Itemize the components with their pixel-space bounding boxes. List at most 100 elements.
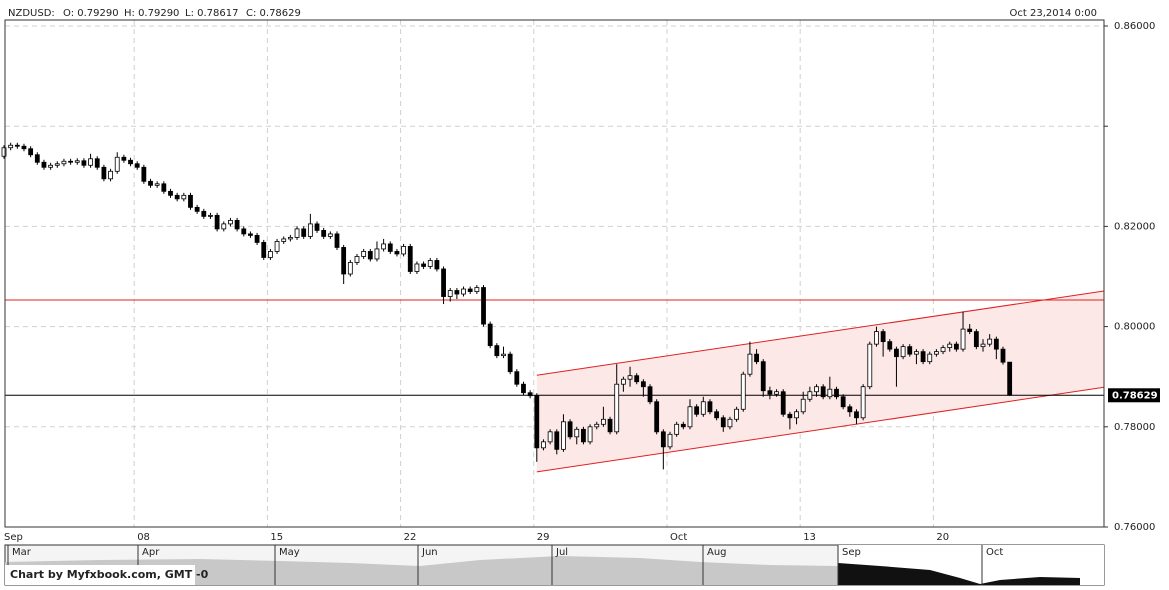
- candle: [354, 253, 360, 265]
- candle: [467, 286, 473, 295]
- candle: [361, 248, 367, 259]
- y-tick-label: 0.80000: [1114, 322, 1155, 333]
- candle: [854, 409, 859, 425]
- candle-body: [427, 260, 433, 267]
- candle: [740, 371, 746, 412]
- candle-body: [14, 144, 20, 147]
- candle-body: [281, 238, 287, 242]
- candle-body: [174, 194, 180, 200]
- candle-body: [993, 338, 999, 350]
- candle: [194, 204, 200, 214]
- candle: [634, 373, 640, 385]
- candle-body: [960, 328, 966, 350]
- candle-body: [327, 233, 333, 237]
- candle-body: [201, 210, 207, 217]
- candle: [414, 261, 420, 274]
- candle-body: [407, 246, 413, 272]
- candle: [68, 158, 73, 165]
- plot: [1, 20, 1108, 528]
- candle-body: [727, 418, 733, 428]
- candle: [434, 257, 440, 272]
- candle: [234, 217, 240, 232]
- candle: [387, 241, 393, 254]
- candle-body: [88, 158, 93, 166]
- candle-body: [707, 401, 713, 413]
- candle-body: [394, 251, 400, 255]
- candle-body: [114, 156, 120, 172]
- plot-frame: [4, 19, 1105, 528]
- candle: [374, 241, 380, 262]
- ohlc-open: O: 0.79290: [63, 8, 119, 19]
- candle: [834, 386, 839, 400]
- candle-body: [221, 223, 227, 230]
- candle-body: [694, 406, 700, 415]
- candle-body: [541, 441, 546, 449]
- candle-body: [254, 235, 260, 243]
- candle: [141, 164, 147, 184]
- candle: [973, 329, 979, 350]
- candle-body: [501, 353, 506, 357]
- candle: [767, 386, 773, 400]
- candle: [907, 344, 913, 357]
- candle-body: [614, 383, 620, 433]
- candle: [561, 414, 566, 452]
- candle-body: [953, 343, 959, 350]
- candle: [800, 391, 806, 415]
- candle-body: [574, 428, 580, 438]
- candle: [554, 429, 560, 455]
- candle-body: [307, 223, 313, 237]
- candle: [987, 334, 993, 347]
- candle-body: [61, 160, 67, 165]
- channel-upper: [536, 290, 1105, 376]
- candle: [927, 351, 933, 365]
- candle-body: [1007, 361, 1013, 396]
- candle: [501, 346, 506, 359]
- candle: [201, 208, 207, 219]
- x-tick-label: 08: [137, 532, 150, 543]
- candle-body: [814, 386, 819, 393]
- candle: [494, 343, 500, 359]
- ohlc-high: H: 0.79290: [124, 8, 179, 19]
- candle-body: [287, 237, 293, 240]
- candle-body: [754, 353, 759, 363]
- candle: [281, 236, 287, 244]
- candle-body: [241, 228, 247, 235]
- candle: [860, 384, 866, 421]
- candle: [940, 345, 946, 355]
- candle-body: [927, 353, 933, 363]
- candle: [254, 232, 260, 245]
- candle: [574, 426, 580, 445]
- candle-body: [414, 263, 420, 272]
- ohlc-close: C: 0.78629: [246, 8, 301, 19]
- candle: [407, 243, 413, 274]
- candle: [541, 439, 546, 451]
- candle: [547, 429, 553, 445]
- candle-body: [234, 219, 240, 230]
- candle: [248, 231, 253, 238]
- candle-body: [48, 164, 54, 168]
- candle-body: [361, 251, 367, 257]
- candle: [454, 288, 460, 300]
- candle: [707, 399, 713, 415]
- candle: [794, 409, 799, 425]
- candle-body: [441, 268, 446, 297]
- candle-body: [760, 361, 766, 392]
- candle: [660, 429, 666, 470]
- candle: [188, 192, 193, 210]
- x-tick-label: 20: [936, 532, 949, 543]
- candle: [81, 158, 87, 168]
- candle-body: [740, 373, 746, 410]
- candle: [934, 349, 939, 357]
- candle: [640, 379, 646, 397]
- candle: [487, 321, 493, 349]
- candle: [274, 238, 280, 254]
- candle-body: [860, 386, 866, 419]
- candle-body: [680, 423, 686, 428]
- candle-body: [840, 396, 846, 408]
- candle-body: [907, 346, 913, 355]
- y-tick-label: 0.78000: [1114, 422, 1155, 433]
- candle-body: [214, 214, 220, 230]
- candle: [88, 153, 93, 168]
- navigator-area: [5, 556, 838, 585]
- candle-body: [780, 391, 786, 415]
